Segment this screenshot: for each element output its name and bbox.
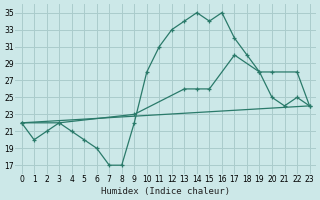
X-axis label: Humidex (Indice chaleur): Humidex (Indice chaleur) [101,187,230,196]
